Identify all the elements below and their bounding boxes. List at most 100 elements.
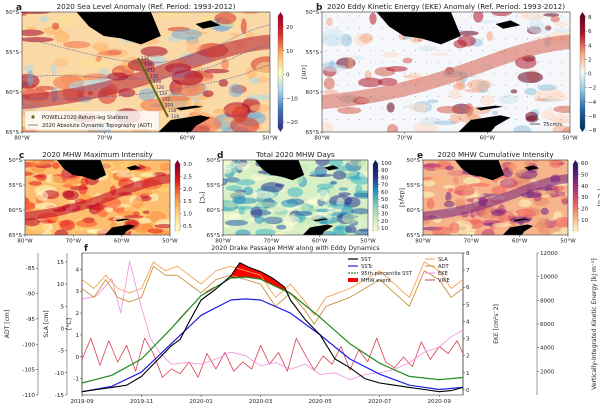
velocity-vector xyxy=(493,73,495,74)
field-blob xyxy=(54,229,69,235)
velocity-vector xyxy=(482,27,484,28)
velocity-vector xyxy=(359,96,360,97)
field-blob xyxy=(225,177,240,183)
field-blob xyxy=(282,215,300,226)
field-blob xyxy=(385,65,408,72)
colorbar-extend-bottom xyxy=(373,231,378,235)
colorbar-extend-top xyxy=(573,160,578,164)
field-blob xyxy=(140,206,149,212)
colorbar-tick-label: −6 xyxy=(588,114,597,120)
eke-tick-label: 3 xyxy=(466,337,470,343)
velocity-vector xyxy=(504,27,506,28)
field-blob xyxy=(491,110,499,116)
panel-title: 2020 Eddy Kinetic Energy (EKE) Anomaly (… xyxy=(327,2,565,11)
vike-tick-label: 12000 xyxy=(540,251,558,257)
sla-tick-label: 15 xyxy=(57,260,65,266)
velocity-vector xyxy=(325,38,327,40)
legend-label-adt: 2020 Absolute Dynamic Topography (ADT) xyxy=(42,123,152,129)
field-blob xyxy=(465,103,474,116)
field-blob xyxy=(386,123,399,132)
field-blob xyxy=(160,12,188,19)
velocity-vector xyxy=(516,96,517,97)
legend-label: SLA xyxy=(438,257,448,263)
field-blob xyxy=(50,64,58,75)
velocity-vector xyxy=(549,107,551,109)
velocity-vector xyxy=(482,61,484,63)
velocity-vector xyxy=(370,73,372,74)
field-blob xyxy=(510,89,518,94)
field-blob xyxy=(448,89,461,100)
x-tick-label: 2020-07 xyxy=(368,399,392,405)
field-blob xyxy=(327,206,334,215)
colorbar-tick-label: 1.0 xyxy=(183,212,192,218)
sst-tick-label: -1 xyxy=(73,377,79,383)
field-blob xyxy=(544,91,568,102)
velocity-vector xyxy=(560,38,562,40)
field-blob xyxy=(347,56,354,70)
velocity-vector xyxy=(381,119,383,120)
south-shetland-islands xyxy=(114,218,131,222)
velocity-vector xyxy=(404,27,405,28)
panel-c: 2020 MHW Maximum Intensity c50°S 55°S 60°S 6… xyxy=(9,150,205,245)
eke-tick-label: 6 xyxy=(466,285,470,291)
vector-scale-label: 75cm/s xyxy=(543,122,562,128)
field-blob xyxy=(159,162,170,171)
antarctic-peninsula xyxy=(302,224,334,235)
field-blob xyxy=(262,216,284,225)
lon-tick-label: 50°W xyxy=(162,239,178,245)
lon-tick-label: 60°W xyxy=(312,239,328,245)
eke-tick-label: 4 xyxy=(466,319,470,325)
field-blob xyxy=(480,95,495,106)
field-blob xyxy=(113,215,123,224)
front-band xyxy=(25,174,170,221)
velocity-vector xyxy=(415,96,416,97)
velocity-vector xyxy=(504,50,506,51)
chart-title: 2020 Drake Passage MHW along with Eddy D… xyxy=(211,245,379,252)
velocity-vector xyxy=(448,84,450,86)
field-blob xyxy=(218,79,229,87)
velocity-vector xyxy=(460,73,461,74)
eke-tick-label: 1 xyxy=(466,371,470,377)
field-blob xyxy=(255,61,270,77)
field-blob xyxy=(115,173,135,178)
field-blob xyxy=(539,194,553,198)
colorbar-tick-label: 3.0 xyxy=(183,162,192,168)
field-blob xyxy=(341,213,358,224)
panel-label: e xyxy=(417,151,423,161)
colorbar-tick-label: 10 xyxy=(381,226,389,232)
map-frame xyxy=(222,159,369,236)
field-blob xyxy=(110,170,130,174)
colorbar-tick-label: 30 xyxy=(381,212,389,218)
colorbar-tick-label: −10 xyxy=(286,96,298,102)
field-blob xyxy=(300,203,310,213)
field-blob xyxy=(140,46,168,57)
field-blob xyxy=(39,15,49,23)
field-blob xyxy=(328,60,335,68)
lon-tick-label: 50°W xyxy=(560,239,576,245)
velocity-vector xyxy=(336,50,338,51)
velocity-vector xyxy=(448,73,450,74)
lon-tick-label: 80°W xyxy=(314,136,330,142)
lat-tick-label: 60°S xyxy=(9,208,23,214)
velocity-vector xyxy=(426,27,428,28)
field-blob xyxy=(528,23,552,34)
velocity-vector xyxy=(336,61,338,63)
field-blob xyxy=(328,203,352,209)
lon-tick-label: 80°W xyxy=(215,239,231,245)
velocity-vector xyxy=(381,27,383,28)
field-blob xyxy=(61,179,81,185)
field-blob xyxy=(458,30,479,36)
velocity-vector xyxy=(392,61,394,63)
velocity-vector xyxy=(516,50,517,51)
x-tick-label: 2020-05 xyxy=(308,399,332,405)
field-blob xyxy=(445,191,452,203)
legend-label: MHW event xyxy=(361,278,391,284)
velocity-vector xyxy=(448,107,450,109)
velocity-vector xyxy=(392,27,394,28)
lat-tick-label: 65°S xyxy=(407,233,421,239)
field-blob xyxy=(149,193,159,202)
velocity-vector xyxy=(392,107,394,109)
adt-tick-label: -90 xyxy=(26,292,36,298)
field-blob xyxy=(248,77,261,84)
field-blob xyxy=(248,113,263,120)
